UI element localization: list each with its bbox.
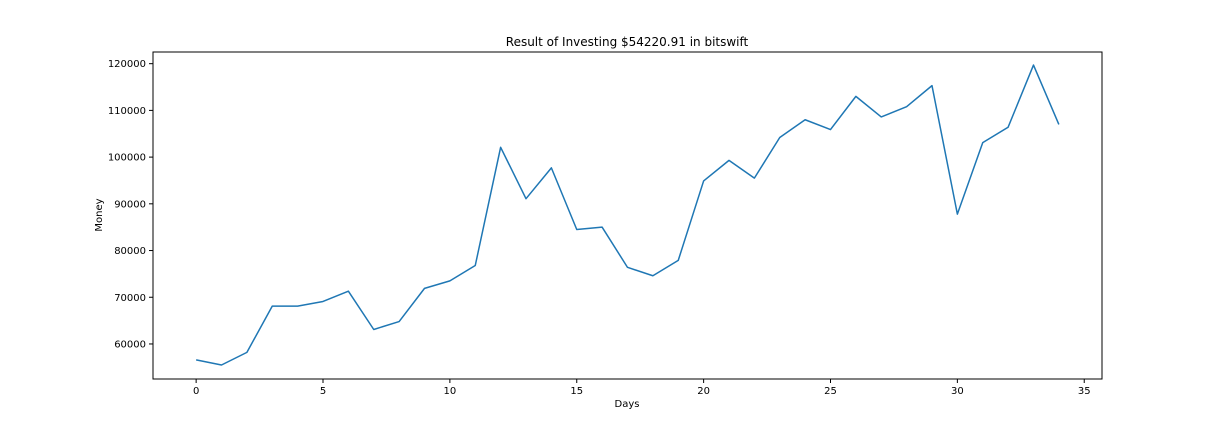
plot-area [152,51,1103,380]
y-tick-label: 100000 [108,153,146,164]
x-tick-label: 35 [1078,386,1091,397]
x-tick-label: 20 [697,386,710,397]
x-tick-label: 0 [193,386,199,397]
axis-ticks: 0 5 10 15 20 25 30 35 60000 70000 80000 90000 100000… [108,59,1091,397]
y-axis-label: Money [94,198,105,231]
y-tick-label: 70000 [114,293,146,304]
y-tick-label: 90000 [114,199,146,210]
series-line-0 [195,64,1060,366]
chart-title: Result of Investing $54220.91 in bitswif… [506,35,749,49]
x-tick-label: 30 [951,386,964,397]
y-tick-label: 80000 [114,246,146,257]
x-tick-label: 15 [570,386,583,397]
y-tick-label: 110000 [108,106,146,117]
x-tick-label: 10 [444,386,457,397]
y-tick-label: 120000 [108,59,146,70]
x-axis-label: Days [615,399,640,410]
x-tick-label: 25 [824,386,837,397]
x-tick-label: 5 [320,386,326,397]
axes-frame [152,51,1103,380]
y-tick-label: 60000 [114,339,146,350]
